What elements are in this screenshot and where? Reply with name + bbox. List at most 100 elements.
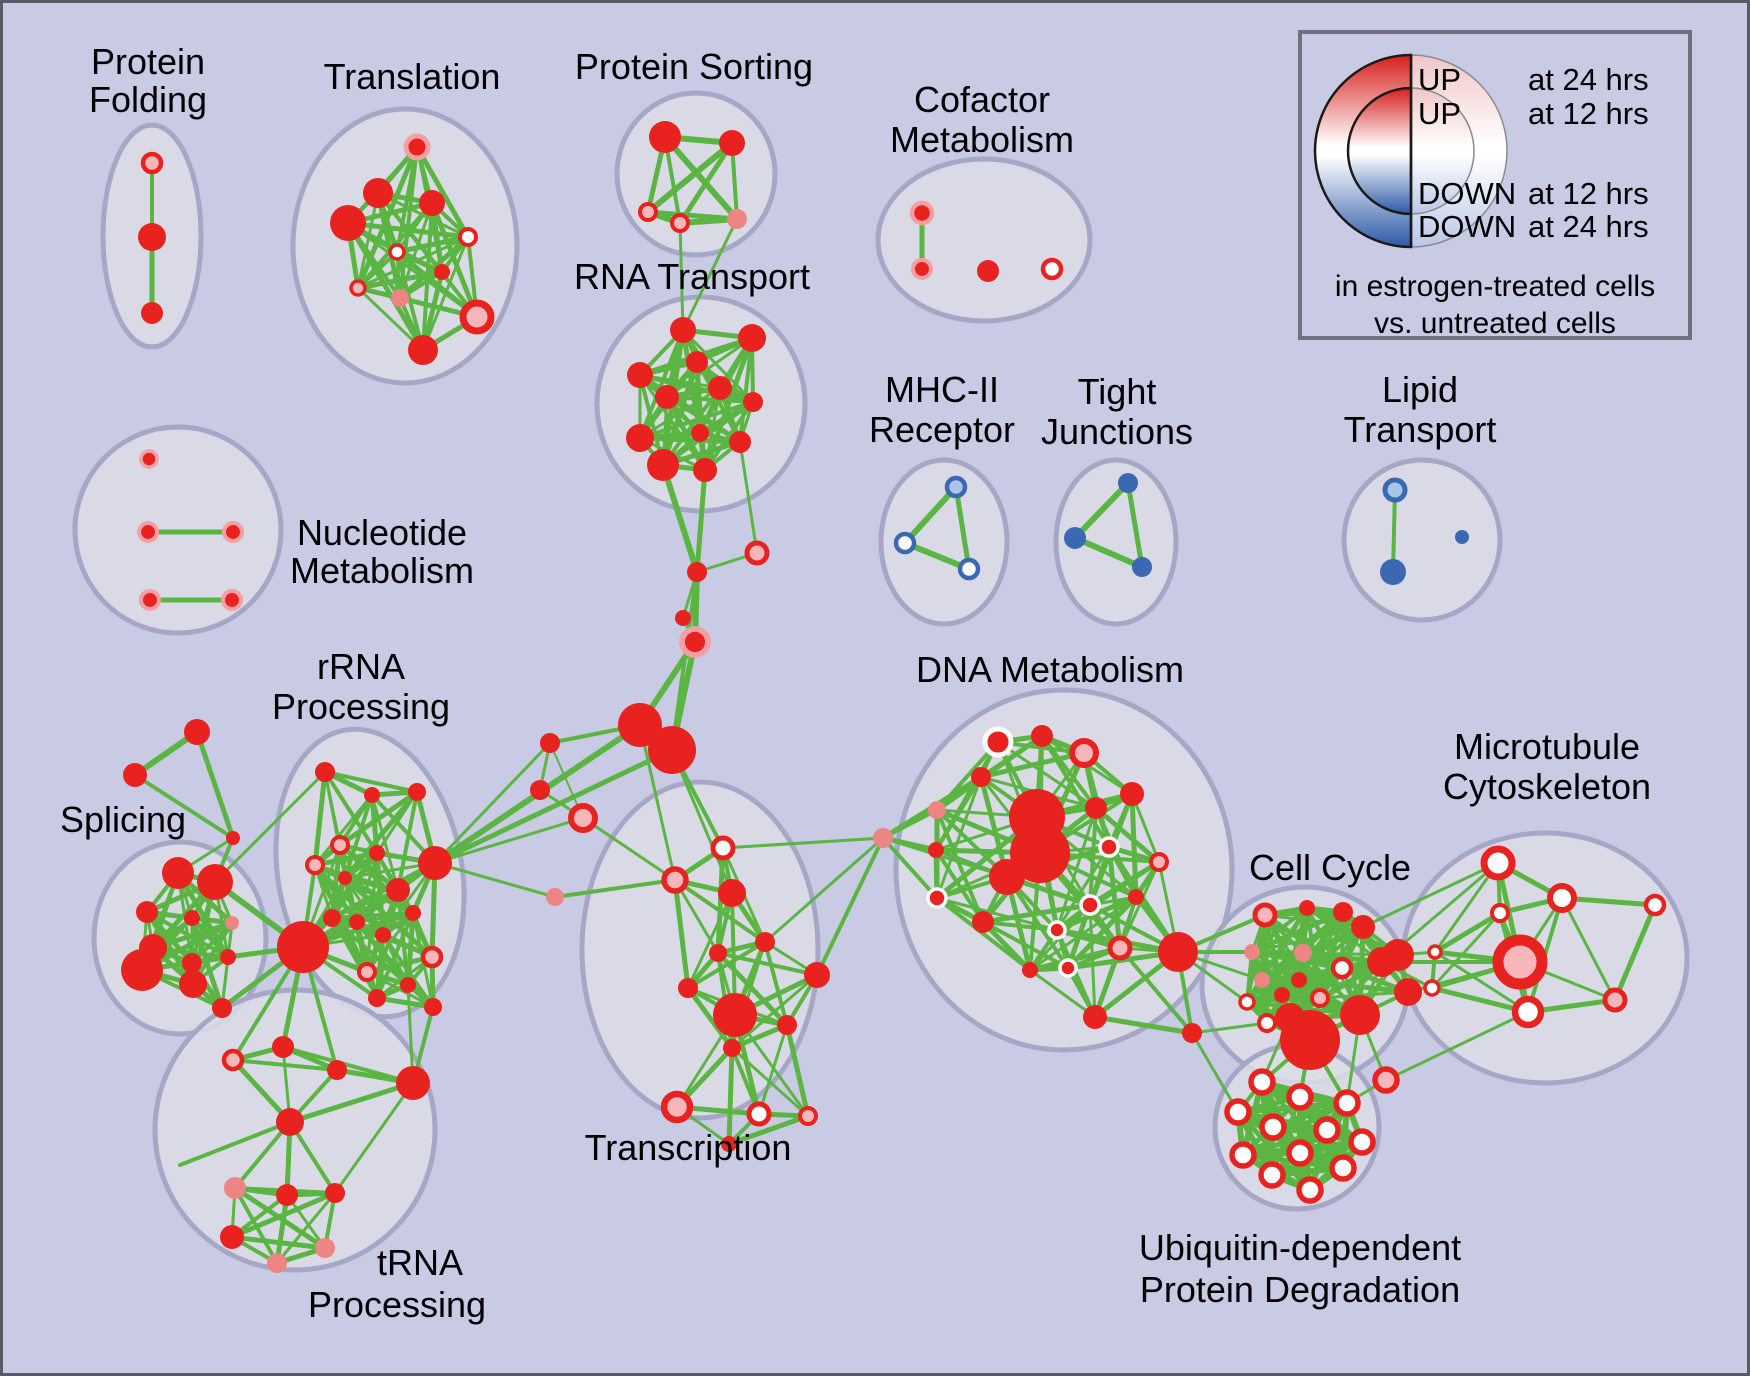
- network-edge: [1559, 895, 1658, 908]
- cluster-label-cell-cycle: Cell Cycle: [1249, 847, 1411, 888]
- network-node-ringwhite: [1258, 1161, 1286, 1189]
- cluster-label-protein-folding: Folding: [89, 79, 207, 120]
- network-node-red: [327, 1060, 347, 1080]
- network-node-red: [1340, 995, 1380, 1035]
- cluster-label-lipid-transport: Lipid: [1382, 369, 1458, 410]
- network-node-pink: [225, 916, 239, 930]
- network-edge: [356, 250, 399, 290]
- network-node-red: [369, 845, 385, 861]
- network-node-ringwhite: [1511, 995, 1545, 1029]
- network-node-whitering: [1098, 836, 1120, 858]
- network-node-red: [396, 1066, 430, 1100]
- network-node-red: [1010, 823, 1070, 883]
- network-node-red: [1333, 902, 1353, 922]
- network-node-red: [1022, 962, 1038, 978]
- network-node-pink: [727, 209, 747, 229]
- network-edge: [312, 769, 328, 868]
- network-node-blueringwhite: [957, 557, 981, 581]
- network-node-ringpink: [1602, 987, 1628, 1013]
- network-edge: [935, 775, 983, 900]
- network-node-red: [693, 458, 717, 482]
- network-node-ringpink: [357, 962, 377, 982]
- network-edge: [672, 877, 691, 991]
- network-edge: [432, 747, 675, 866]
- cluster-label-microtubule-cytoskeleton: Microtubule: [1454, 726, 1640, 767]
- network-edge: [375, 955, 434, 1000]
- legend-row-label: UP: [1418, 96, 1461, 131]
- network-edge: [881, 808, 939, 840]
- network-node-ringpink: [670, 213, 690, 233]
- network-node-red: [162, 857, 194, 889]
- cluster-label-dna-metabolism: DNA Metabolism: [916, 649, 1184, 690]
- network-node-ringpink: [744, 540, 770, 566]
- network-edge: [673, 878, 767, 944]
- cluster-label-trna-processing: Processing: [308, 1284, 486, 1325]
- network-edge: [902, 484, 959, 546]
- network-node-red: [709, 944, 727, 962]
- network-edge: [980, 919, 1033, 973]
- network-node-red: [691, 424, 709, 442]
- network-edge: [1092, 1014, 1195, 1036]
- network-edge: [980, 902, 1093, 925]
- network-node-red: [212, 998, 232, 1018]
- nodes-layer: [121, 121, 1667, 1273]
- legend-row-label: DOWN: [1418, 176, 1516, 211]
- network-edge: [726, 1113, 811, 1147]
- network-edge: [1118, 946, 1194, 1035]
- network-node-red: [184, 910, 200, 926]
- legend-row-time: at 12 hrs: [1528, 96, 1649, 131]
- network-node-red: [1274, 987, 1290, 1003]
- legend-row-label: DOWN: [1418, 209, 1516, 244]
- network-node-ringwhite: [1259, 1113, 1287, 1141]
- legend-row-label: UP: [1418, 62, 1461, 97]
- network-edge: [230, 1057, 293, 1125]
- network-node-red: [530, 780, 550, 800]
- network-node-red: [1394, 978, 1422, 1006]
- network-edge: [1125, 480, 1145, 570]
- network-edge: [1005, 875, 1070, 970]
- network-edge: [312, 850, 380, 868]
- network-node-corepink: [403, 133, 431, 161]
- network-node-red: [405, 905, 421, 921]
- network-edge: [1612, 902, 1658, 1003]
- network-edge: [981, 920, 1070, 970]
- network-edge: [1361, 861, 1500, 929]
- network-node-ringpink: [420, 945, 444, 969]
- network-node-red: [277, 921, 329, 973]
- cluster-label-lipid-transport: Transport: [1344, 409, 1497, 450]
- network-node-red: [330, 205, 366, 241]
- network-node-red: [1299, 900, 1315, 916]
- network-node-red: [1158, 932, 1198, 972]
- network-edge: [935, 808, 985, 924]
- network-node-pink: [1294, 944, 1312, 962]
- network-edge: [1190, 1031, 1240, 1114]
- network-node-red: [713, 993, 757, 1037]
- network-node-red: [408, 335, 438, 365]
- network-edge: [738, 440, 759, 555]
- network-node-red: [276, 1184, 298, 1206]
- network-edge: [662, 134, 740, 222]
- network-edge: [1250, 925, 1365, 954]
- network-node-red: [729, 431, 751, 453]
- network-edge: [229, 1234, 328, 1251]
- network-node-red: [647, 449, 679, 481]
- network-node-ringwhite: [1333, 1089, 1361, 1117]
- legend-row-time: at 12 hrs: [1528, 176, 1649, 211]
- network-edge: [1318, 990, 1410, 1000]
- network-edge: [274, 1192, 290, 1266]
- network-node-red: [738, 324, 766, 352]
- network-node-red: [226, 831, 240, 845]
- cluster-label-nucleotide-metabolism: Nucleotide: [297, 512, 467, 553]
- network-node-red: [375, 927, 391, 943]
- network-node-pink: [873, 828, 893, 848]
- network-node-ringwhite: [458, 227, 478, 247]
- network-node-red: [400, 977, 416, 993]
- network-node-red: [1085, 797, 1107, 819]
- network-node-bluering: [1382, 477, 1408, 503]
- network-node-ringpink: [459, 299, 495, 335]
- network-node-red: [977, 260, 999, 282]
- network-edge: [433, 741, 552, 865]
- cluster-ellipse-tight-junctions: [1053, 457, 1179, 627]
